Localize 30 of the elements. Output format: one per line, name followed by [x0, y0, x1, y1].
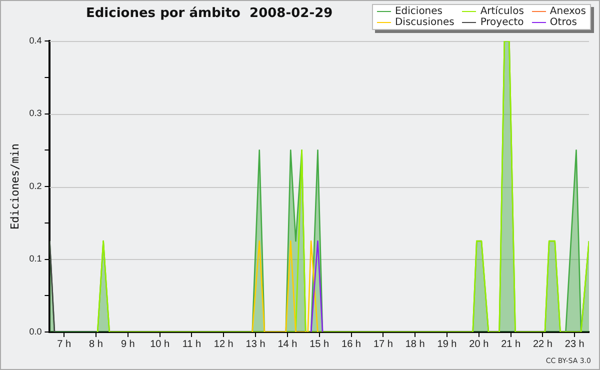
x-tick-label: 10 h	[150, 338, 170, 350]
y-axis-title: Ediciones/min	[8, 143, 22, 230]
x-tick-label: 8 h	[89, 338, 103, 350]
x-tick-label: 11 h	[182, 338, 202, 350]
x-tick-label: 22 h	[532, 338, 552, 350]
chart-title: Ediciones por ámbito 2008-02-29	[86, 6, 333, 21]
x-tick-label: 21 h	[501, 338, 521, 350]
x-tick-label: 20 h	[469, 338, 489, 350]
x-tick-label: 14 h	[278, 338, 298, 350]
x-tick-label: 7 h	[57, 338, 72, 350]
legend-label: Otros	[548, 17, 578, 28]
x-tick-label: 13 h	[246, 338, 266, 350]
x-tick-label: 9 h	[120, 338, 135, 350]
x-tick-label: 17 h	[373, 338, 393, 350]
y-tick-label: 0.4	[29, 35, 42, 46]
legend-label: Anexos	[548, 6, 586, 17]
x-tick-label: 12 h	[214, 338, 234, 350]
legend-label: Ediciones	[394, 6, 444, 17]
y-tick-label: 0.3	[29, 108, 42, 118]
x-tick-label: 23 h	[564, 338, 584, 350]
x-tick-label: 19 h	[437, 338, 457, 350]
legend-label: Artículos	[479, 6, 524, 17]
x-tick-label: 16 h	[342, 338, 361, 350]
legend-label: Proyecto	[479, 17, 524, 28]
legend-label: Discusiones	[394, 17, 454, 28]
y-tick-label: 0.2	[29, 180, 42, 191]
x-tick-label: 18 h	[405, 338, 425, 350]
x-tick-label: 15 h	[310, 338, 330, 350]
y-tick-label: 0.0	[29, 326, 42, 336]
y-tick-label: 0.1	[29, 254, 42, 264]
